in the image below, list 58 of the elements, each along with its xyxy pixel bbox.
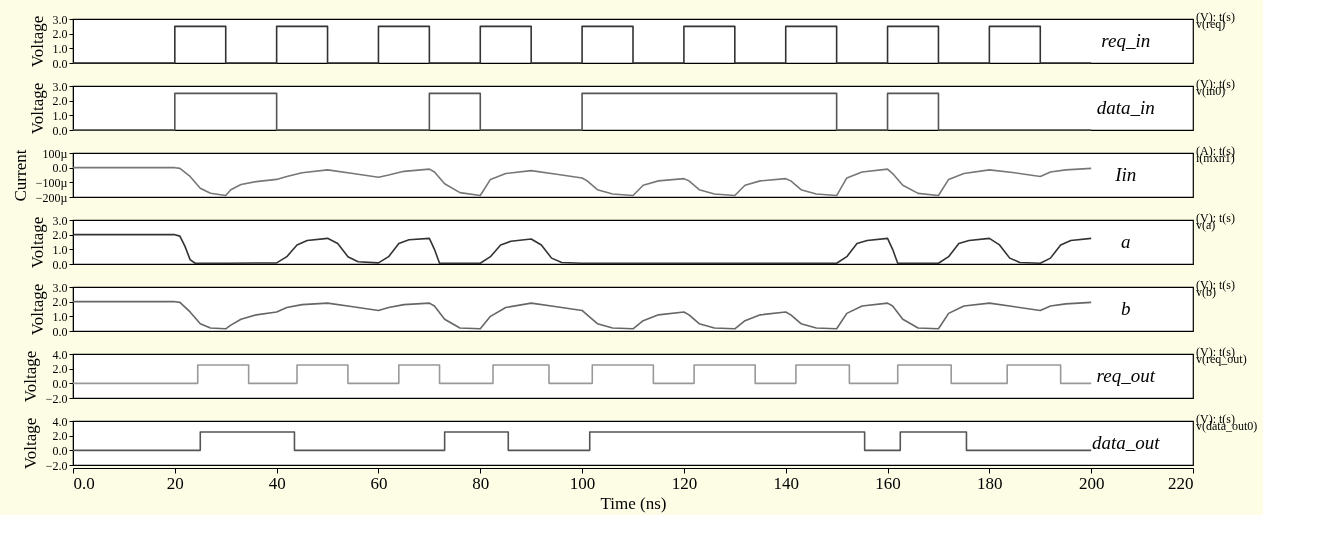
y-tick-label: 2.0: [52, 228, 68, 243]
x-tick-label: 40: [268, 473, 286, 493]
x-tick-label: 220: [1168, 473, 1194, 493]
x-axis-title: Time (ns): [600, 493, 667, 513]
y-tick-label: 1.0: [52, 108, 68, 123]
y-tick-label: 3.0: [52, 79, 68, 94]
y-axis-title: Voltage: [27, 82, 47, 135]
y-tick-label: 1.0: [52, 41, 68, 56]
x-tick-label: 100: [569, 473, 596, 493]
x-tick-label: 140: [773, 473, 799, 493]
y-tick-label: 0.0: [52, 376, 68, 391]
x-tick-label: 180: [977, 473, 1003, 493]
x-tick-label: 0.0: [73, 473, 95, 493]
y-axis-title: Voltage: [27, 216, 47, 269]
y-tick-label: 2.0: [52, 27, 68, 42]
series-label: Iin: [1114, 164, 1137, 185]
series-label: req_in: [1101, 30, 1151, 51]
series-label: data_in: [1096, 97, 1155, 118]
y-axis-title: Voltage: [20, 350, 40, 403]
y-axis-title: Current: [10, 149, 30, 202]
y-tick-label: 4.0: [52, 347, 68, 362]
y-tick-label: 0.0: [52, 161, 68, 176]
y-axis-title: Voltage: [27, 15, 47, 68]
y-tick-label: 4.0: [52, 414, 68, 429]
y-tick-label: 2.0: [52, 295, 68, 310]
y-tick-label: 3.0: [52, 280, 68, 295]
y-tick-label: 0.0: [52, 324, 68, 339]
series-label: a: [1121, 231, 1131, 252]
y-axis-title: Voltage: [20, 417, 40, 470]
y-tick-label: 3.0: [52, 12, 68, 27]
y-tick-label: −2.0: [45, 391, 68, 406]
x-tick-label: 60: [370, 473, 388, 493]
y-tick-label: 1.0: [52, 242, 68, 257]
x-tick-label: 80: [472, 473, 490, 493]
line-series: [72, 166, 1092, 197]
x-tick-label: 120: [671, 473, 698, 493]
x-tick-label: 160: [875, 473, 901, 493]
y-tick-label: −2.0: [45, 458, 68, 473]
y-axis-title: Voltage: [27, 283, 47, 336]
line-series: [72, 300, 1092, 330]
y-tick-label: 0.0: [52, 257, 68, 272]
line-series: [72, 233, 1092, 265]
x-tick-label: 20: [166, 473, 184, 493]
y-tick-label: 1.0: [52, 309, 68, 324]
x-tick-label: 200: [1078, 473, 1105, 493]
y-tick-label: 2.0: [52, 94, 68, 109]
y-tick-label: 0.0: [52, 56, 68, 71]
series-label: data_out: [1092, 432, 1161, 453]
y-tick-label: 100µ: [42, 146, 68, 161]
y-tick-label: 0.0: [52, 443, 68, 458]
y-tick-label: 2.0: [52, 362, 68, 377]
y-tick-label: 0.0: [52, 123, 68, 138]
y-tick-label: −100µ: [35, 175, 68, 190]
y-tick-label: 3.0: [52, 213, 68, 228]
series-label: b: [1121, 298, 1131, 319]
y-tick-label: −200µ: [35, 190, 68, 205]
series-label: req_out: [1096, 365, 1156, 386]
y-tick-label: 2.0: [52, 429, 68, 444]
